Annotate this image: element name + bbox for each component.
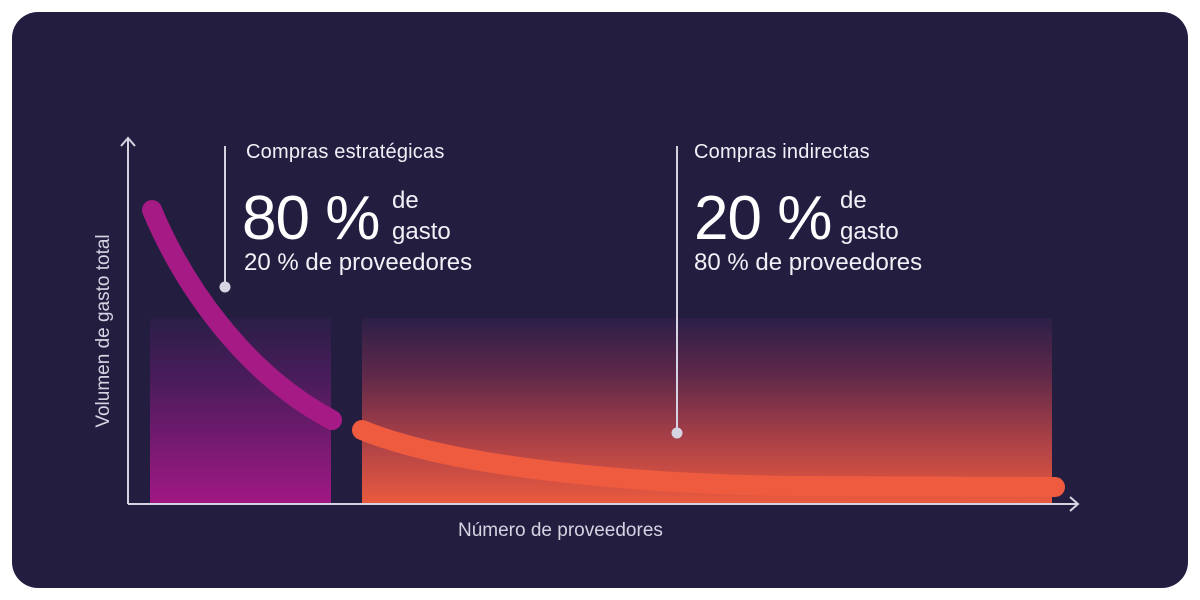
y-axis-label: Volumen de gasto total: [93, 234, 114, 428]
y-axis: [120, 136, 136, 504]
strategic-suffix-line2: gasto: [392, 218, 451, 245]
x-axis-label: Número de proveedores: [458, 520, 663, 541]
x-axis: [128, 496, 1080, 512]
strategic-suffix-line1: de: [392, 187, 419, 214]
strategic-curve: [142, 200, 342, 430]
strategic-title: Compras estratégicas: [246, 141, 445, 163]
indirect-spend-pct: 20 %: [694, 184, 832, 253]
indirect-curve: [352, 420, 1065, 497]
indirect-leader: [671, 146, 683, 439]
indirect-region: [362, 318, 1052, 504]
indirect-suffix-line2: gasto: [840, 218, 899, 245]
strategic-leader: [219, 146, 231, 293]
strategic-subtitle: 20 % de proveedores: [244, 249, 473, 276]
indirect-subtitle: 80 % de proveedores: [694, 249, 923, 276]
pareto-chart: [120, 136, 1080, 512]
indirect-title: Compras indirectas: [694, 141, 870, 163]
chart-card: Compras estratégicas 80 % de gasto 20 % …: [12, 12, 1188, 588]
indirect-suffix-line1: de: [840, 187, 867, 214]
strategic-spend-pct: 80 %: [242, 184, 380, 253]
